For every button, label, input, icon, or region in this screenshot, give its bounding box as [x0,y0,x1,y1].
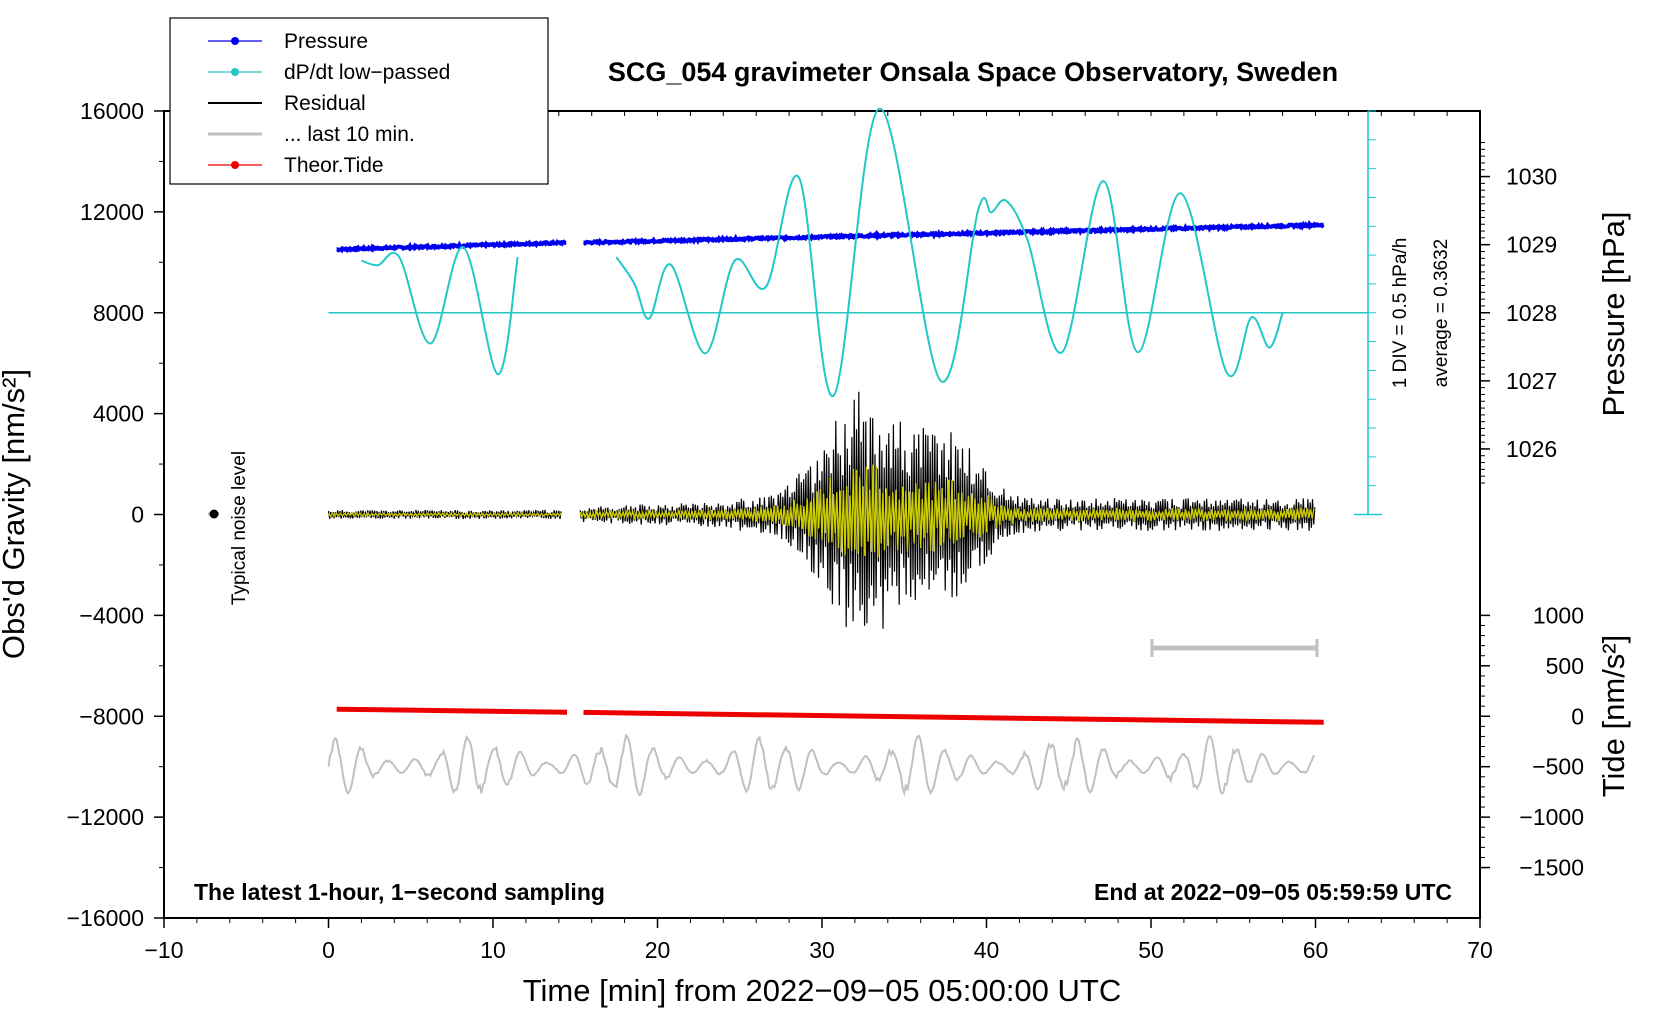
y-tick-label: −4000 [79,602,144,628]
residual-series [327,391,1316,629]
pressure-line-segment-2 [582,219,1325,247]
y-tick-label: 0 [131,502,144,528]
x-tick-label: −10 [144,937,183,963]
tide-line-segment-2 [583,709,1324,725]
legend-item-dpdt: dP/dt low−passed [208,61,450,84]
legend-item-last10: ... last 10 min. [208,123,415,146]
svg-text:dP/dt low−passed: dP/dt low−passed [284,61,450,84]
y-tick-label: 12000 [80,199,144,225]
y-tick-label: −16000 [67,905,144,931]
pressure-tick-label: 1026 [1506,436,1557,462]
y-axis-label-pressure: Pressure [hPa] [1596,211,1631,416]
tide-series [336,706,1324,725]
dpdt-series [328,107,1368,397]
tide-line-segment-1 [336,706,568,715]
dpdt-line-segment-2 [615,107,1284,397]
end-time-note: End at 2022−09−05 05:59:59 UTC [1094,879,1452,905]
noise-level-dot [209,509,219,519]
dpdt-scale-bar [1354,110,1382,516]
x-tick-label: 60 [1303,937,1329,963]
last10-line [327,733,1315,797]
x-tick-label: 50 [1138,937,1164,963]
y-axis-label-tide: Tide [nm/s²] [1596,635,1631,798]
tide-tick-label: 500 [1546,653,1584,679]
x-tick-label: 30 [809,937,835,963]
bandpass-line-segment-1 [327,511,562,518]
sampling-note: The latest 1-hour, 1−second sampling [194,879,605,905]
tide-tick-label: −500 [1532,754,1584,780]
pressure-tick-label: 1027 [1506,368,1557,394]
noise-level-label: Typical noise level [229,451,250,605]
bandpass-line-segment-2 [579,464,1315,558]
x-tick-label: 70 [1467,937,1493,963]
svg-text:Theor.Tide: Theor.Tide [284,154,384,177]
y-tick-label: 16000 [80,98,144,124]
pressure-line-segment-1 [336,238,567,254]
average-label: average = 0.3632 [1431,239,1452,387]
svg-text:Residual: Residual [284,92,366,115]
chart-title: SCG_054 gravimeter Onsala Space Observat… [608,57,1338,87]
div-label: 1 DIV = 0.5 hPa/h [1390,238,1411,389]
y-tick-label: −12000 [67,804,144,830]
dpdt-line-segment-1 [361,246,519,376]
svg-text:Pressure: Pressure [284,30,368,53]
last10-series [327,733,1315,797]
y-tick-label: −8000 [79,703,144,729]
pressure-tick-label: 1029 [1506,232,1557,258]
legend-item-residual: Residual [208,92,366,115]
x-tick-label: 0 [322,937,335,963]
tide-tick-label: 0 [1571,703,1584,729]
x-tick-label: 40 [974,937,1000,963]
tide-tick-label: −1000 [1519,804,1584,830]
last10-range-bar [1150,639,1319,657]
pressure-tick-label: 1028 [1506,300,1557,326]
legend: Pressure dP/dt low−passed Residual ... l… [169,17,549,185]
x-tick-label: 20 [645,937,671,963]
tide-tick-label: −1500 [1519,855,1584,881]
y-tick-label: 8000 [93,300,144,326]
y-tick-label: 4000 [93,401,144,427]
tide-tick-label: 1000 [1533,602,1584,628]
legend-box [169,17,549,185]
legend-item-tide: Theor.Tide [208,154,384,177]
svg-text:... last 10 min.: ... last 10 min. [284,123,415,146]
x-axis-label: Time [min] from 2022−09−05 05:00:00 UTC [523,973,1122,1008]
x-tick-label: 10 [480,937,506,963]
pressure-tick-label: 1030 [1506,164,1557,190]
y-axis-label-left: Obs'd Gravity [nm/s²] [0,369,31,659]
axes: −10 0 10 20 30 40 50 60 70 16000 12000 8000 4000 0 −40… [67,98,1584,963]
pressure-series [336,219,1325,254]
legend-item-pressure: Pressure [208,30,368,53]
